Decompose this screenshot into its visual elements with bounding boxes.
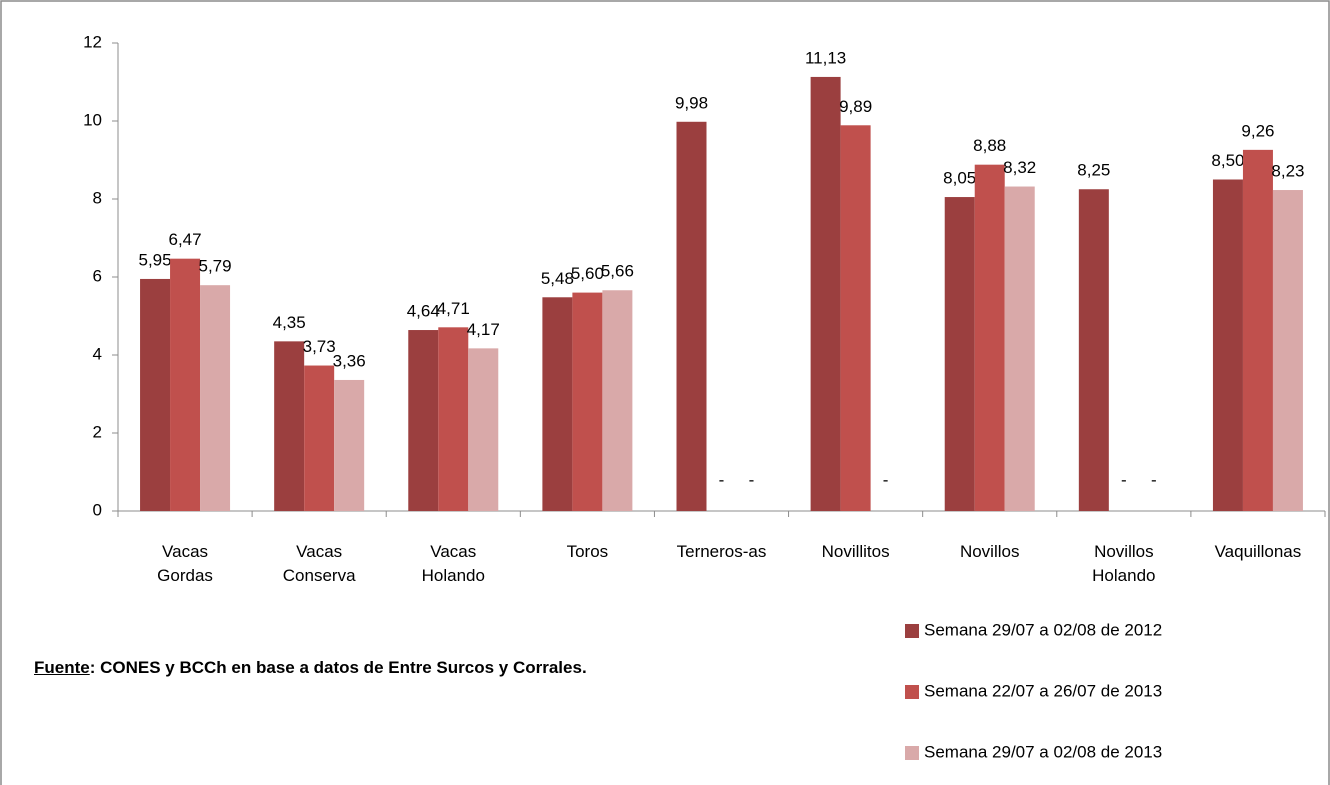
source-label: Fuente	[34, 658, 90, 677]
y-tick-label: 12	[83, 32, 102, 51]
y-tick-label: 2	[93, 422, 102, 441]
x-tick-label-line: Holando	[1092, 566, 1155, 585]
data-label: 4,35	[273, 313, 306, 332]
source-text: : CONES y BCCh en base a datos de Entre …	[89, 658, 587, 677]
source-note: Fuente: CONES y BCCh en base a datos de …	[34, 652, 694, 684]
bar	[1212, 179, 1243, 511]
x-tick-label-line: Terneros-as	[677, 542, 767, 561]
bar	[542, 297, 573, 511]
data-label: -	[1151, 470, 1157, 489]
bar	[200, 285, 231, 511]
bar	[944, 197, 975, 512]
data-label: 5,60	[571, 264, 604, 283]
y-tick-label: 0	[93, 500, 102, 519]
bar	[438, 327, 469, 511]
data-label: 5,95	[139, 250, 172, 269]
x-tick-label: Vacas Gordas	[157, 542, 213, 585]
bar	[1078, 189, 1109, 511]
legend-label: Semana 29/07 a 02/08 de 2012	[924, 620, 1162, 639]
legend-swatch	[905, 624, 919, 638]
data-label: 9,89	[839, 97, 872, 116]
x-tick-label-line: Vacas	[162, 542, 208, 561]
data-label: -	[719, 470, 725, 489]
bar	[1272, 190, 1303, 511]
x-tick-label-line: Novillos	[1094, 542, 1154, 561]
x-tick-label-line: Vacas	[430, 542, 476, 561]
data-label: 5,48	[541, 269, 574, 288]
data-label: 6,47	[169, 230, 202, 249]
data-label: 5,66	[601, 262, 634, 281]
x-tick-label: Novillos	[960, 542, 1020, 561]
data-label: 9,26	[1241, 121, 1274, 140]
y-tick-label: 4	[93, 344, 102, 363]
x-tick-label: Vacas Conserva	[283, 542, 356, 585]
x-tick-label: Novillitos	[822, 542, 890, 561]
legend-swatch	[905, 685, 919, 699]
bar	[840, 125, 871, 511]
data-label: 11,13	[805, 48, 846, 67]
x-tick-label-line: Vaquillonas	[1215, 542, 1302, 561]
data-label: 3,73	[303, 337, 336, 356]
data-label: 4,71	[437, 299, 470, 318]
bar	[810, 76, 841, 512]
data-label: 3,36	[333, 351, 366, 370]
data-label: 8,23	[1271, 162, 1304, 181]
bar	[572, 292, 603, 511]
bar	[1242, 149, 1273, 512]
bar	[676, 121, 707, 511]
x-tick-label-line: Gordas	[157, 566, 213, 585]
data-label: 8,50	[1211, 151, 1244, 170]
x-tick-label: Vacas Holando	[422, 542, 485, 585]
data-label: 8,25	[1077, 161, 1110, 180]
x-tick-label: Novillos Holando	[1092, 542, 1155, 585]
bar	[274, 341, 305, 511]
legend-label: Semana 29/07 a 02/08 de 2013	[924, 742, 1162, 761]
bar	[304, 365, 335, 511]
legend-swatch	[905, 746, 919, 760]
y-tick-label: 8	[93, 188, 102, 207]
bar	[408, 330, 439, 511]
data-label: -	[1121, 470, 1127, 489]
data-label: 8,32	[1003, 158, 1036, 177]
x-tick-label-line: Conserva	[283, 566, 356, 585]
data-label: 4,64	[407, 302, 440, 321]
data-label: -	[883, 470, 889, 489]
bar	[140, 278, 171, 511]
y-tick-label: 10	[83, 110, 102, 129]
x-tick-label-line: Toros	[567, 542, 609, 561]
y-tick-label: 6	[93, 266, 102, 285]
x-tick-label: Toros	[567, 542, 609, 561]
data-label: 8,05	[943, 169, 976, 188]
bar	[974, 164, 1005, 511]
data-label: -	[749, 470, 755, 489]
data-label: 5,79	[199, 257, 232, 276]
x-tick-label-line: Novillos	[960, 542, 1020, 561]
data-label: 4,17	[467, 320, 500, 339]
bar	[170, 258, 201, 511]
bar	[468, 348, 499, 511]
bar	[1004, 186, 1035, 511]
data-label: 9,98	[675, 93, 708, 112]
x-tick-label-line: Vacas	[296, 542, 342, 561]
legend-label: Semana 22/07 a 26/07 de 2013	[924, 681, 1162, 700]
bar	[602, 290, 633, 511]
x-tick-label-line: Novillitos	[822, 542, 890, 561]
x-tick-label: Vaquillonas	[1215, 542, 1302, 561]
x-tick-label: Terneros-as	[677, 542, 767, 561]
x-tick-label-line: Holando	[422, 566, 485, 585]
bar	[334, 379, 365, 511]
data-label: 8,88	[973, 136, 1006, 155]
